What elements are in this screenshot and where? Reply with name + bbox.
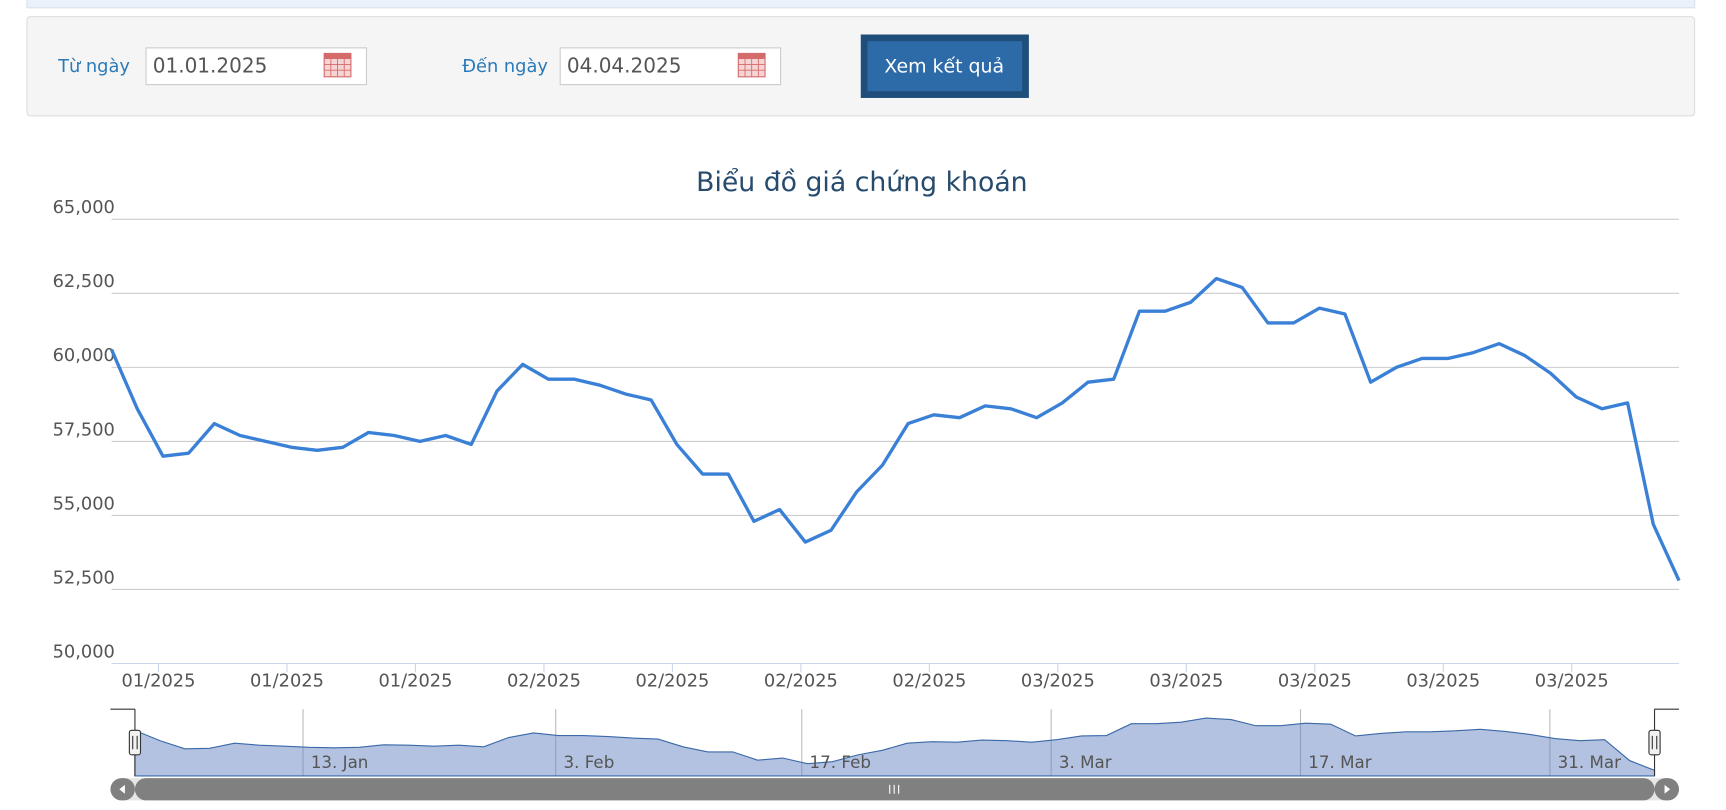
y-tick-label: 60,000 — [53, 345, 115, 366]
top-strip — [26, 0, 1696, 9]
navigator-label: 31. Mar — [1558, 753, 1621, 772]
navigator-label: 17. Mar — [1308, 753, 1371, 772]
x-tick-label: 01/2025 — [250, 670, 324, 691]
x-tick-label: 03/2025 — [1021, 670, 1095, 691]
x-tick-label: 02/2025 — [635, 670, 709, 691]
from-value[interactable]: 01.01.2025 — [153, 53, 268, 77]
navigator-handle[interactable] — [128, 729, 142, 756]
to-label: Đến ngày — [462, 56, 548, 77]
x-tick-label: 03/2025 — [1406, 670, 1480, 691]
y-tick-label: 52,500 — [53, 567, 115, 588]
y-tick-label: 65,000 — [53, 197, 115, 218]
x-tick-label: 02/2025 — [507, 670, 581, 691]
to-value[interactable]: 04.04.2025 — [567, 53, 682, 77]
chart-title: Biểu đồ giá chứng khoán — [696, 167, 1027, 198]
navigator-label: 13. Jan — [311, 753, 369, 772]
y-tick-label: 57,500 — [53, 419, 115, 440]
calendar-icon[interactable] — [323, 52, 352, 78]
x-tick-label: 02/2025 — [764, 670, 838, 691]
submit-button-face[interactable] — [867, 41, 1023, 92]
y-tick-label: 50,000 — [53, 641, 115, 662]
chart: 50,000 52,500 55,000 57,500 60,000 62,500 65,0… — [53, 197, 1681, 801]
navigator-handle-grip[interactable] — [1651, 735, 1658, 750]
navigator-handle[interactable] — [1648, 729, 1661, 756]
navigator-area — [134, 717, 1656, 777]
navigator-handle-grip[interactable] — [132, 735, 138, 750]
x-tick-label: 01/2025 — [122, 670, 196, 691]
y-tick-label: 55,000 — [53, 493, 115, 514]
scrollbar-left-arrow[interactable] — [119, 784, 125, 794]
navigator-label: 17. Feb — [810, 753, 871, 772]
price-line — [110, 276, 1681, 582]
scrollbar-right-arrow[interactable] — [1664, 784, 1671, 794]
navigator-label: 3. Feb — [564, 753, 615, 772]
x-tick-label: 03/2025 — [1535, 670, 1609, 691]
y-tick-label: 62,500 — [53, 271, 115, 292]
x-tick-label: 02/2025 — [892, 670, 966, 691]
navigator-label: 3. Mar — [1059, 753, 1112, 772]
calendar-icon[interactable] — [737, 52, 766, 78]
x-tick-label: 03/2025 — [1149, 670, 1223, 691]
x-tick-label: 03/2025 — [1278, 670, 1352, 691]
from-label: Từ ngày — [57, 56, 130, 77]
submit-button-label[interactable]: Xem kết quả — [884, 55, 1004, 77]
scrollbar-grip[interactable] — [889, 784, 900, 794]
x-tick-label: 01/2025 — [378, 670, 452, 691]
